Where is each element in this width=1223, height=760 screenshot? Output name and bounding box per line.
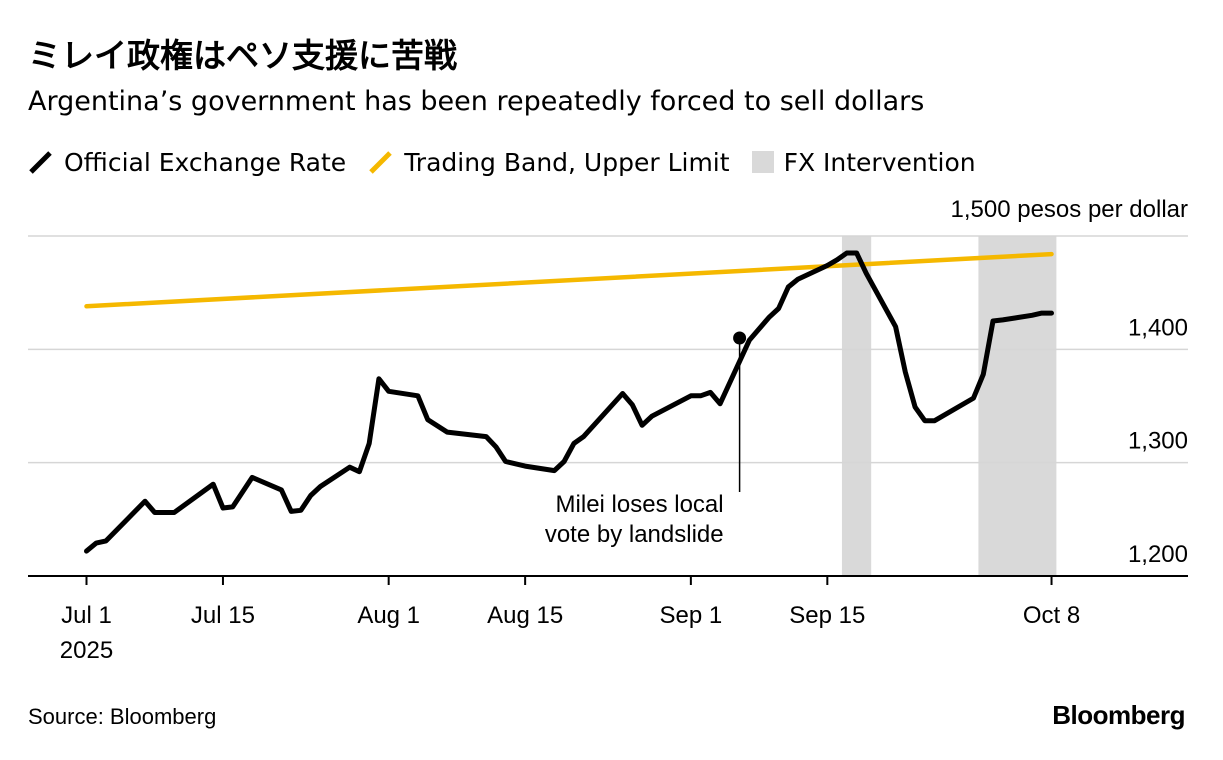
legend-label-fx-intervention: FX Intervention: [783, 147, 976, 177]
legend-item-upper-limit: Trading Band, Upper Limit: [368, 147, 730, 177]
annotation: Milei loses local vote by landslide: [545, 331, 747, 548]
series-line-trading-band-upper-limit: [84, 251, 1054, 309]
legend-line-swatch-yellow: [369, 151, 392, 174]
chart-title: ミレイ政権はペソ支援に苦戦: [28, 36, 457, 75]
legend-box-swatch-gray: [751, 151, 774, 173]
legend-swatch-line-yellow: [369, 151, 392, 174]
source-note: Source: Bloomberg: [28, 704, 217, 729]
fx-intervention-band-2: [978, 236, 1057, 576]
annotation-text-line-2: vote by landslide: [545, 521, 724, 548]
x-tick-label-2025-09-01: Sep 1: [659, 602, 722, 629]
annotation-text-line-1: Milei loses local: [556, 491, 724, 518]
x-tick-sublabel-2025-07-01: 2025: [60, 637, 113, 664]
legend-item-fx-intervention: FX Intervention: [751, 147, 976, 177]
legend-swatch-box: [751, 151, 774, 173]
x-axis: Jul 1 2025 Jul 15 Aug 1 Aug 15 Sep 1 Sep 15 Oct…: [28, 575, 1188, 664]
x-tick-label-2025-07-15: Jul 15: [191, 602, 255, 629]
legend-label-upper-limit: Trading Band, Upper Limit: [404, 147, 730, 177]
exchange-rate-chart: 1,200 1,300 1,400 1,500 pesos per dollar M…: [28, 196, 1189, 664]
annotation-marker-dot: [733, 331, 747, 345]
legend: Official Exchange Rate Trading Band, Upp…: [28, 145, 998, 179]
gridlines: [28, 235, 1188, 464]
legend-swatch-line-black: [29, 151, 52, 174]
x-tick-label-2025-08-01: Aug 1: [357, 602, 420, 629]
x-tick-label-2025-10-08: Oct 8: [1023, 602, 1080, 629]
y-tick-label-1200: 1,200: [1128, 541, 1188, 568]
y-tick-labels: 1,200 1,300 1,400: [1128, 314, 1188, 568]
y-unit-label: 1,500 pesos per dollar: [951, 196, 1189, 223]
y-tick-label-1300: 1,300: [1128, 428, 1188, 455]
x-tick-label-2025-07-01: Jul 1: [61, 602, 112, 629]
y-tick-label-1400: 1,400: [1128, 314, 1188, 341]
series-line-official-exchange-rate: [84, 250, 1054, 554]
x-tick-label-2025-09-15: Sep 15: [789, 602, 865, 629]
legend-line-swatch-black: [29, 151, 52, 174]
shaded-ranges: [841, 236, 1057, 576]
fx-intervention-band-1: [841, 236, 872, 576]
legend-label-exchange-rate: Official Exchange Rate: [64, 147, 347, 177]
legend-item-exchange-rate: Official Exchange Rate: [28, 148, 346, 177]
bloomberg-logo: Bloomberg: [1052, 700, 1185, 730]
series-lines: [84, 250, 1054, 554]
x-tick-label-2025-08-15: Aug 15: [487, 602, 563, 629]
chart-subtitle: Argentina’s government has been repeated…: [28, 86, 925, 117]
